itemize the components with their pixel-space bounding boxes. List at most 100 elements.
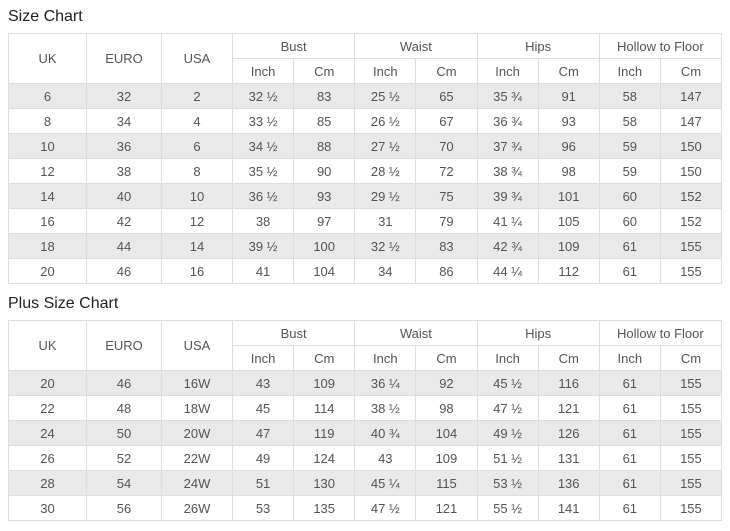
table-cell: 135	[293, 495, 356, 521]
column-header-euro: EURO	[86, 320, 162, 371]
table-cell: 61	[598, 258, 661, 284]
table-cell: 40 ¾	[354, 420, 417, 446]
table-cell: 61	[598, 445, 661, 471]
table-cell: 85	[293, 108, 356, 134]
size-chart-table: UK EURO USA Bust Waist Hips Hollow to Fl…	[8, 33, 723, 284]
table-cell: 26	[8, 445, 87, 471]
table-cell: 124	[293, 445, 356, 471]
table-cell: 75	[415, 183, 478, 209]
subheader-hips-cm: Cm	[537, 345, 600, 371]
table-cell: 38	[231, 208, 295, 234]
table-cell: 39 ½	[231, 233, 295, 259]
table-cell: 32	[86, 83, 162, 109]
table-row: 28 54 24W 51 130 45 ¼ 115 53 ½ 136 61 155	[8, 470, 723, 496]
table-cell: 155	[659, 445, 723, 471]
table-cell: 155	[659, 370, 723, 396]
table-cell: 20	[8, 258, 87, 284]
size-chart-body: 6 32 2 32 ½ 83 25 ½ 65 35 ¾ 91 58 147 8 34 4 33 ½ 85 26 …	[8, 83, 723, 284]
table-cell: 51	[231, 470, 295, 496]
subheader-bust-inch: Inch	[231, 345, 295, 371]
table-cell: 88	[293, 133, 356, 159]
table-row: 10 36 6 34 ½ 88 27 ½ 70 37 ¾ 96 59 150	[8, 133, 723, 159]
table-cell: 155	[659, 395, 723, 421]
table-cell: 92	[415, 370, 478, 396]
table-cell: 100	[293, 233, 356, 259]
table-cell: 18W	[161, 395, 233, 421]
table-cell: 147	[659, 108, 723, 134]
table-cell: 60	[598, 183, 661, 209]
table-cell: 93	[293, 183, 356, 209]
table-cell: 38	[86, 158, 162, 184]
table-cell: 130	[293, 470, 356, 496]
table-row: 20 46 16W 43 109 36 ¼ 92 45 ½ 116 61 155	[8, 370, 723, 396]
table-cell: 141	[537, 495, 600, 521]
column-header-usa: USA	[161, 320, 233, 371]
table-cell: 28 ½	[354, 158, 417, 184]
table-cell: 91	[537, 83, 600, 109]
table-cell: 83	[293, 83, 356, 109]
table-cell: 36 ¾	[476, 108, 539, 134]
table-row: 20 46 16 41 104 34 86 44 ¼ 112 61 155	[8, 258, 723, 284]
table-cell: 54	[86, 470, 162, 496]
table-cell: 61	[598, 420, 661, 446]
table-cell: 8	[8, 108, 87, 134]
column-group-hips: Hips	[476, 33, 600, 59]
plus-size-chart-body: 20 46 16W 43 109 36 ¼ 92 45 ½ 116 61 155 22 48 18W 45 1…	[8, 370, 723, 521]
table-cell: 27 ½	[354, 133, 417, 159]
table-cell: 121	[415, 495, 478, 521]
table-cell: 47	[231, 420, 295, 446]
table-cell: 56	[86, 495, 162, 521]
table-cell: 34	[86, 108, 162, 134]
table-cell: 38 ½	[354, 395, 417, 421]
table-cell: 39 ¾	[476, 183, 539, 209]
table-cell: 152	[659, 183, 723, 209]
table-cell: 152	[659, 208, 723, 234]
table-cell: 51 ½	[476, 445, 539, 471]
table-cell: 47 ½	[354, 495, 417, 521]
column-group-hips: Hips	[476, 320, 600, 346]
table-cell: 155	[659, 495, 723, 521]
table-cell: 33 ½	[231, 108, 295, 134]
column-group-bust: Bust	[231, 320, 356, 346]
table-cell: 45 ¼	[354, 470, 417, 496]
table-cell: 16	[8, 208, 87, 234]
table-cell: 32 ½	[354, 233, 417, 259]
table-cell: 10	[161, 183, 233, 209]
table-cell: 61	[598, 495, 661, 521]
table-cell: 45 ½	[476, 370, 539, 396]
table-cell: 101	[537, 183, 600, 209]
table-cell: 37 ¾	[476, 133, 539, 159]
table-cell: 155	[659, 470, 723, 496]
subheader-bust-cm: Cm	[293, 345, 356, 371]
table-cell: 150	[659, 133, 723, 159]
table-row: 26 52 22W 49 124 43 109 51 ½ 131 61 155	[8, 445, 723, 471]
table-cell: 48	[86, 395, 162, 421]
table-cell: 114	[293, 395, 356, 421]
table-cell: 14	[161, 233, 233, 259]
table-cell: 126	[537, 420, 600, 446]
table-cell: 44	[86, 233, 162, 259]
table-cell: 22	[8, 395, 87, 421]
table-cell: 53	[231, 495, 295, 521]
table-cell: 14	[8, 183, 87, 209]
table-cell: 79	[415, 208, 478, 234]
table-cell: 98	[415, 395, 478, 421]
table-row: 6 32 2 32 ½ 83 25 ½ 65 35 ¾ 91 58 147	[8, 83, 723, 109]
table-row: 22 48 18W 45 114 38 ½ 98 47 ½ 121 61 155	[8, 395, 723, 421]
table-cell: 6	[161, 133, 233, 159]
table-cell: 52	[86, 445, 162, 471]
subheader-hollow-cm: Cm	[659, 58, 723, 84]
table-cell: 109	[537, 233, 600, 259]
table-cell: 42 ¾	[476, 233, 539, 259]
table-cell: 22W	[161, 445, 233, 471]
column-group-hollow-to-floor: Hollow to Floor	[598, 320, 723, 346]
table-cell: 49	[231, 445, 295, 471]
table-cell: 32 ½	[231, 83, 295, 109]
table-row: 30 56 26W 53 135 47 ½ 121 55 ½ 141 61 155	[8, 495, 723, 521]
table-cell: 115	[415, 470, 478, 496]
subheader-hollow-inch: Inch	[598, 58, 661, 84]
table-cell: 8	[161, 158, 233, 184]
table-cell: 24W	[161, 470, 233, 496]
table-cell: 104	[415, 420, 478, 446]
